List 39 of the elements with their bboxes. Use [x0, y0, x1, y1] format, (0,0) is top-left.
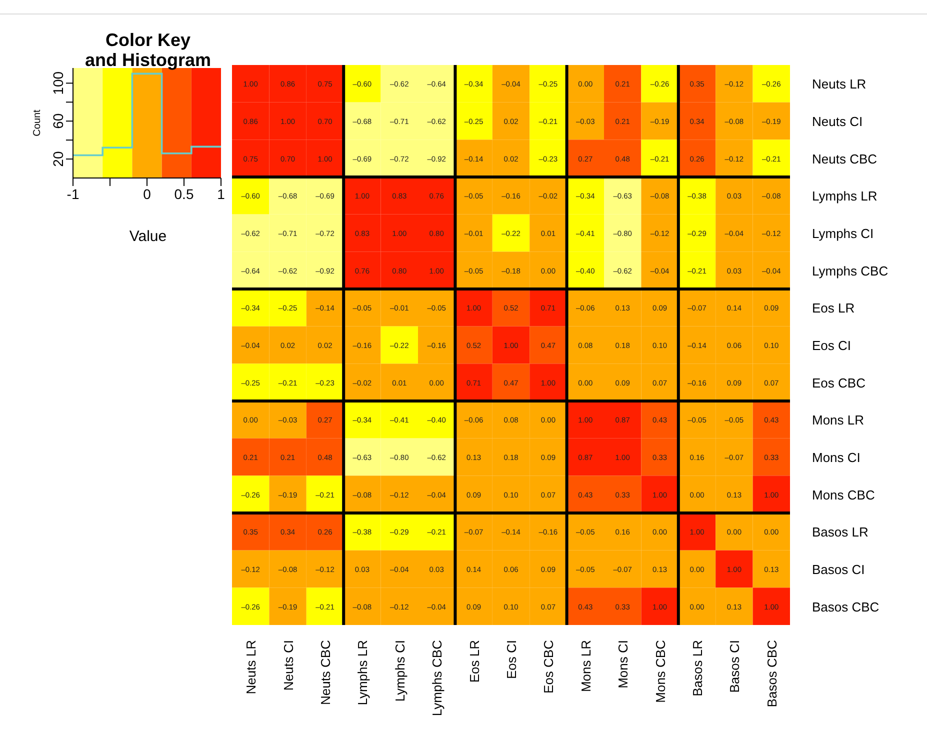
- x-axis-title: Value: [129, 228, 167, 245]
- x-tick-label: -1: [66, 186, 80, 202]
- x-tick-label: Lymphs LR: [355, 640, 370, 706]
- y-tick-label: Neuts CBC: [812, 151, 878, 166]
- y-tick-label: Lymphs CBC: [812, 263, 888, 278]
- y-tick-label: Mons CI: [812, 450, 860, 465]
- y-tick-label: Neuts CI: [812, 114, 863, 129]
- x-tick-label: Basos CBC: [764, 640, 780, 708]
- x-tick-label: Neuts LR: [244, 640, 259, 694]
- y-tick-label: 100: [50, 71, 66, 95]
- x-tick-label: Basos CI: [727, 640, 742, 693]
- x-tick-label: Eos CI: [504, 640, 519, 680]
- y-axis-title: Count: [32, 109, 43, 136]
- y-tick-label: Basos LR: [812, 524, 868, 540]
- x-tick-label: Eos CBC: [541, 640, 556, 694]
- x-tick-label: 0: [143, 186, 152, 202]
- x-tick-label: 0.5: [174, 186, 194, 202]
- y-tick-label: Mons CBC: [812, 487, 875, 502]
- y-tick-label: Neuts LR: [812, 76, 866, 92]
- chart-title: Color Key and Histogram: [84, 30, 212, 70]
- y-tick-label: Eos LR: [812, 300, 855, 316]
- x-tick-label: Neuts CBC: [318, 640, 333, 706]
- y-tick-label: Lymphs CI: [812, 226, 874, 241]
- y-tick-label: 20: [50, 151, 66, 167]
- x-tick-label: Lymphs CBC: [430, 640, 445, 716]
- x-tick-label: Mons CBC: [652, 640, 668, 703]
- x-tick-label: 1: [217, 186, 226, 202]
- x-tick-label: Eos LR: [466, 640, 482, 683]
- y-tick-label: Basos CBC: [812, 599, 880, 614]
- x-tick-label: Lymphs CI: [392, 640, 408, 702]
- y-tick-label: 60: [50, 113, 66, 129]
- x-tick-label: Mons LR: [578, 640, 594, 692]
- x-tick-label: Mons CI: [616, 640, 631, 688]
- y-tick-label: Mons LR: [812, 412, 864, 428]
- y-tick-label: Basos CI: [812, 562, 865, 577]
- x-tick-label: Basos LR: [690, 640, 705, 696]
- x-tick-label: Neuts CI: [280, 640, 296, 691]
- y-tick-label: Eos CBC: [812, 375, 866, 390]
- y-tick-label: Eos CI: [812, 338, 852, 353]
